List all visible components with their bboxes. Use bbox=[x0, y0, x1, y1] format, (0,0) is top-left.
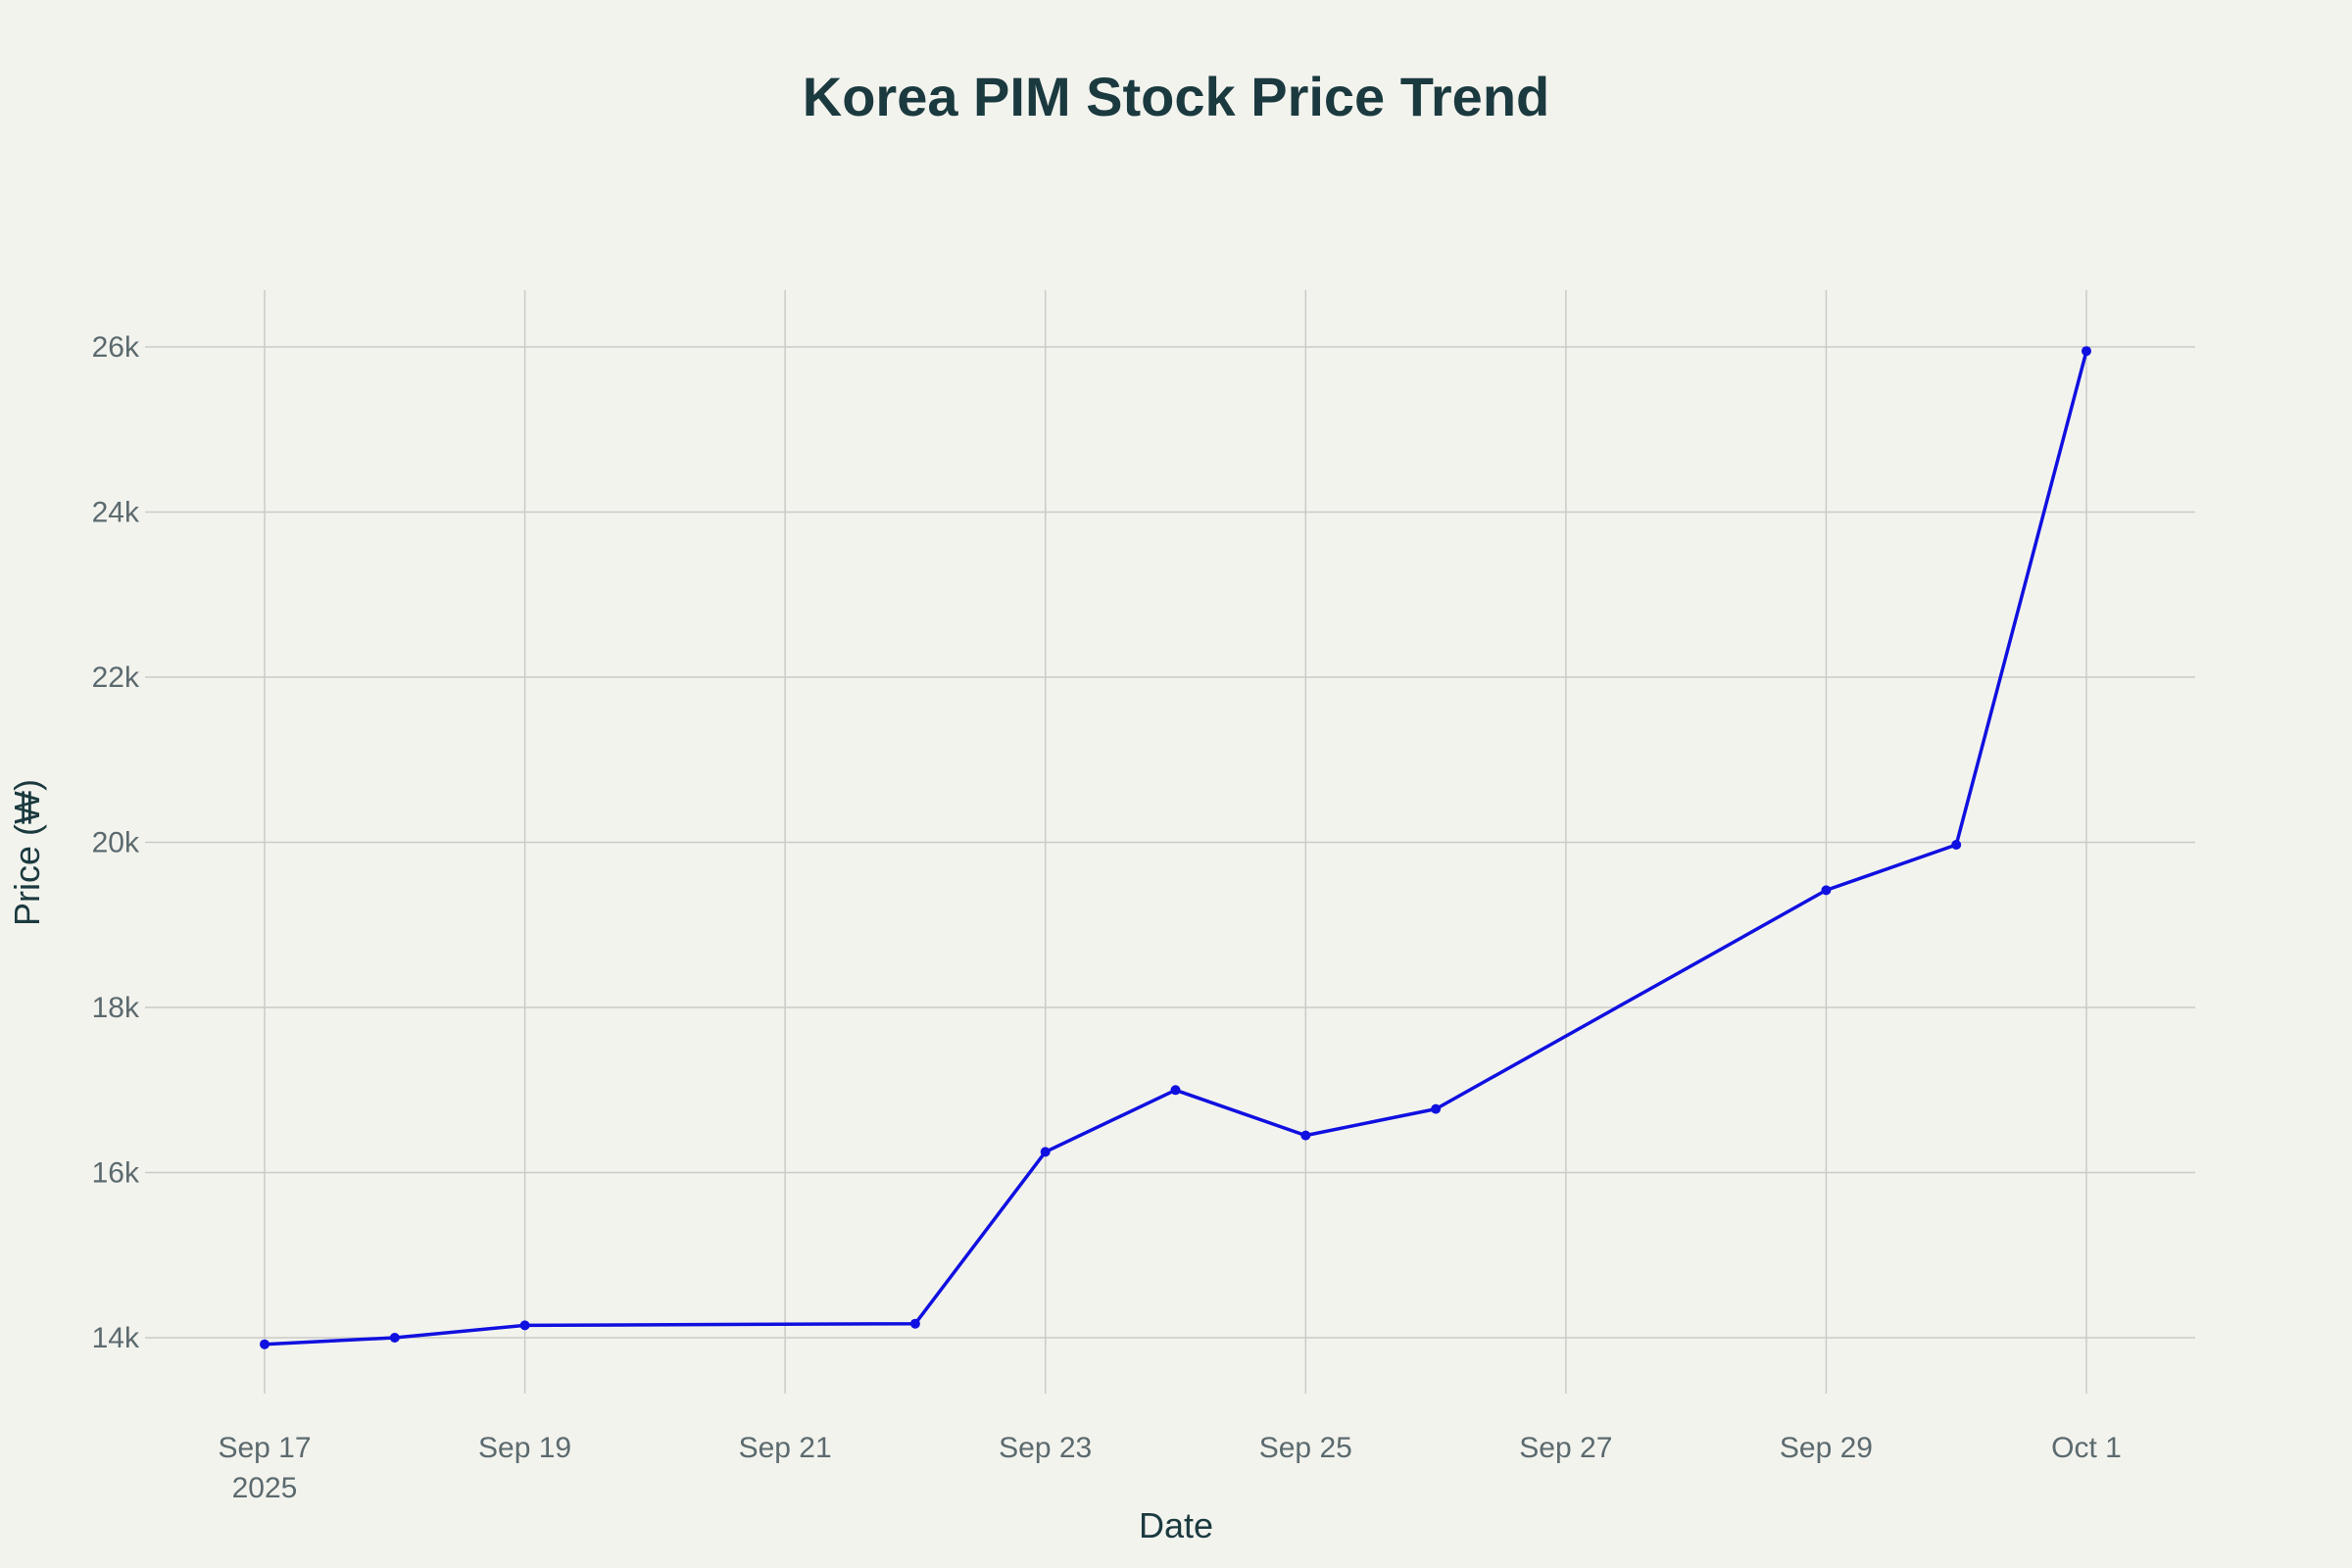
x-tick-label: Oct 1 bbox=[2051, 1432, 2122, 1464]
series-layer bbox=[260, 346, 2091, 1349]
y-tick-label: 14k bbox=[92, 1322, 140, 1354]
x-axis-ticks: Sep 17 2025 Sep 19 Sep 21 Sep 23 Sep 25 Sep 27… bbox=[218, 1432, 2121, 1504]
y-tick-label: 24k bbox=[92, 497, 140, 529]
data-point[interactable] bbox=[909, 1318, 920, 1329]
x-tick-label: Sep 27 bbox=[1519, 1432, 1612, 1464]
data-point[interactable] bbox=[519, 1320, 530, 1331]
chart-title: Korea PIM Stock Price Trend bbox=[803, 66, 1549, 127]
y-tick-label: 26k bbox=[92, 331, 140, 364]
series-line bbox=[263, 349, 2088, 1347]
data-point[interactable] bbox=[260, 1339, 270, 1349]
data-point[interactable] bbox=[1040, 1147, 1051, 1157]
x-tick-label: Sep 29 bbox=[1780, 1432, 1873, 1464]
data-point[interactable] bbox=[2082, 346, 2091, 357]
x-tick-label: Sep 17 bbox=[218, 1432, 311, 1464]
y-tick-label: 16k bbox=[92, 1157, 140, 1190]
y-axis-title: Price (₩) bbox=[7, 779, 47, 926]
x-tick-label: Sep 25 bbox=[1259, 1432, 1352, 1464]
data-point[interactable] bbox=[1170, 1085, 1181, 1096]
x-tick-sublabel: 2025 bbox=[232, 1472, 298, 1504]
data-point[interactable] bbox=[1431, 1103, 1442, 1114]
data-point[interactable] bbox=[389, 1333, 400, 1343]
data-point[interactable] bbox=[1951, 840, 1962, 850]
x-tick-label: Sep 19 bbox=[478, 1432, 571, 1464]
y-tick-label: 22k bbox=[92, 662, 140, 694]
x-tick-label: Sep 21 bbox=[739, 1432, 832, 1464]
data-point[interactable] bbox=[1821, 885, 1832, 896]
y-axis-ticks: 14k 16k 18k 20k 22k 24k 26k bbox=[92, 331, 140, 1354]
data-point[interactable] bbox=[1300, 1130, 1311, 1141]
grid bbox=[145, 290, 2195, 1394]
y-tick-label: 18k bbox=[92, 992, 140, 1024]
x-tick-label: Sep 23 bbox=[999, 1432, 1092, 1464]
y-tick-label: 20k bbox=[92, 827, 140, 859]
x-axis-title: Date bbox=[1139, 1505, 1213, 1545]
